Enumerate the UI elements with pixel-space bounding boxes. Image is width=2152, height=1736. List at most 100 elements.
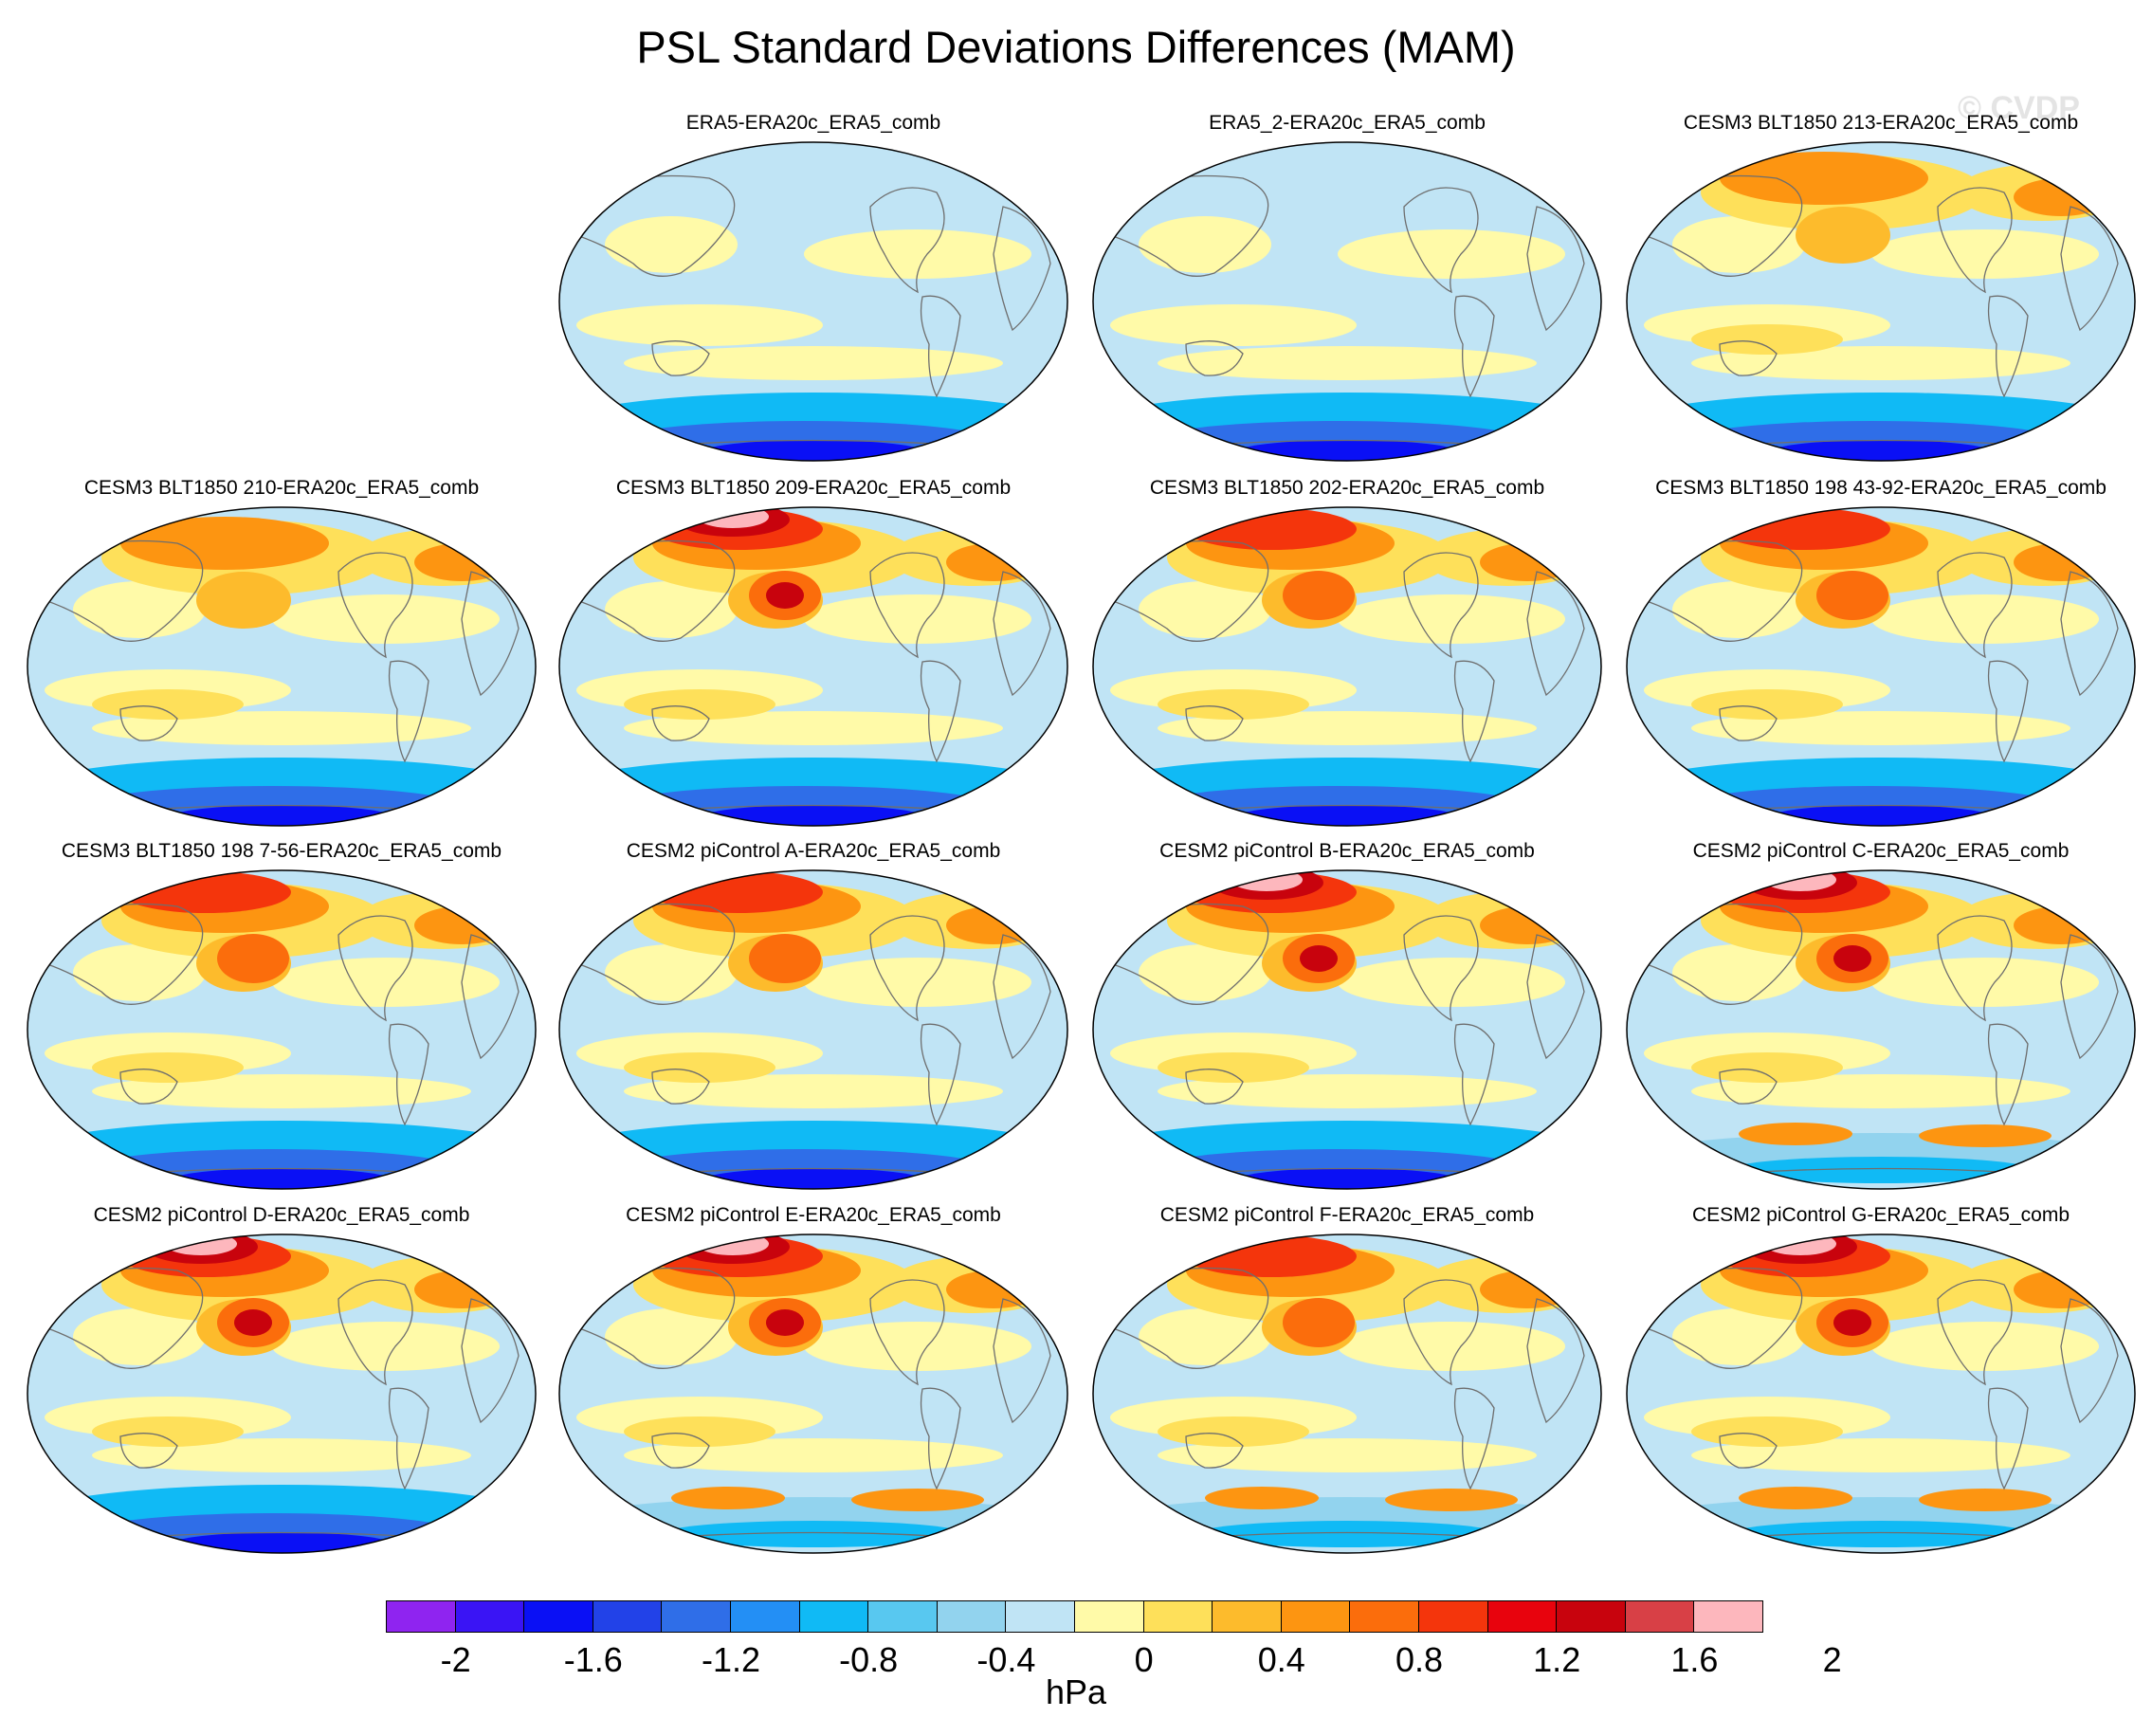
continent-outline-africa bbox=[1526, 206, 1585, 332]
robinson-map bbox=[1092, 869, 1602, 1190]
colorbar-tick-label: -2 bbox=[440, 1640, 471, 1679]
positive-anomaly bbox=[1764, 870, 1836, 891]
panel-title: ERA5_2-ERA20c_ERA5_comb bbox=[1209, 112, 1486, 134]
continent-outline-south-america bbox=[388, 1023, 429, 1126]
map-border bbox=[1626, 1233, 2136, 1554]
continent-outline-south-america bbox=[1987, 295, 2029, 398]
positive-anomaly bbox=[1764, 1234, 1836, 1255]
positive-anomaly bbox=[946, 906, 1041, 944]
positive-anomaly bbox=[1158, 1438, 1537, 1472]
continent-outline-australia bbox=[1185, 705, 1244, 741]
map-border bbox=[1092, 1233, 1602, 1554]
positive-anomaly bbox=[414, 543, 509, 581]
positive-anomaly bbox=[1283, 1298, 1355, 1347]
colorbar-swatch bbox=[1486, 1600, 1558, 1633]
map-border bbox=[1626, 506, 2136, 827]
positive-anomaly bbox=[804, 958, 1031, 1007]
positive-anomaly bbox=[92, 1074, 471, 1108]
continent-outline-south-america bbox=[920, 1387, 961, 1490]
continent-outline-asia bbox=[1643, 1267, 1803, 1369]
positive-anomaly bbox=[697, 1234, 769, 1255]
positive-anomaly bbox=[1833, 1309, 1871, 1336]
continent-outline-africa bbox=[2060, 571, 2119, 697]
colorbar-tick-label: -1.2 bbox=[701, 1640, 761, 1679]
robinson-map bbox=[1626, 506, 2136, 827]
continent-outline-asia bbox=[1109, 539, 1269, 642]
negative-anomaly bbox=[1729, 1521, 2033, 1547]
positive-anomaly bbox=[92, 1416, 244, 1447]
positive-anomaly bbox=[1871, 958, 2099, 1007]
positive-anomaly bbox=[1691, 1052, 1843, 1083]
colorbar-swatch bbox=[1624, 1600, 1695, 1633]
positive-anomaly bbox=[749, 934, 821, 983]
robinson-map bbox=[1626, 1233, 2136, 1554]
positive-anomaly bbox=[1691, 689, 1843, 720]
colorbar-swatch bbox=[1280, 1600, 1351, 1633]
panel-title: ERA5-ERA20c_ERA5_comb bbox=[685, 112, 941, 134]
map-border bbox=[1626, 869, 2136, 1190]
continent-outline-south-america bbox=[1453, 660, 1495, 763]
positive-anomaly bbox=[1691, 1074, 2070, 1108]
positive-anomaly bbox=[605, 581, 738, 638]
positive-anomaly bbox=[217, 934, 289, 983]
continent-outline-south-america bbox=[1453, 1387, 1495, 1490]
colorbar-tick-label: -1.6 bbox=[563, 1640, 623, 1679]
positive-anomaly bbox=[272, 958, 500, 1007]
continent-outline-south-america bbox=[388, 1387, 429, 1490]
positive-anomaly bbox=[1919, 1489, 2052, 1511]
continent-outline-australia bbox=[119, 1433, 178, 1469]
positive-anomaly bbox=[1385, 1489, 1518, 1511]
continent-outline-asia bbox=[1643, 539, 1803, 642]
continent-outline-australia bbox=[1185, 340, 1244, 376]
continent-outline-north-america bbox=[337, 1279, 413, 1386]
panel-title: CESM2 piControl A-ERA20c_ERA5_comb bbox=[626, 840, 1001, 862]
colorbar-tick-label: 0.8 bbox=[1395, 1640, 1444, 1679]
positive-anomaly bbox=[2014, 543, 2108, 581]
positive-anomaly bbox=[1158, 1052, 1309, 1083]
colorbar-swatch bbox=[867, 1600, 938, 1633]
continent-outline-australia bbox=[1185, 1069, 1244, 1105]
panel-title: CESM2 piControl B-ERA20c_ERA5_comb bbox=[1159, 840, 1535, 862]
map-panel: CESM2 piControl C-ERA20c_ERA5_comb bbox=[1615, 840, 2146, 1200]
continent-outline-asia bbox=[575, 174, 736, 277]
cvdp-watermark: © CVDP bbox=[1958, 90, 2080, 126]
positive-anomaly bbox=[1720, 152, 1928, 205]
colorbar-swatch bbox=[1693, 1600, 1763, 1633]
negative-anomaly bbox=[662, 1521, 965, 1547]
positive-anomaly bbox=[1338, 958, 1565, 1007]
positive-anomaly bbox=[2014, 1270, 2108, 1308]
map-border bbox=[558, 1233, 1068, 1554]
continent-outline-africa bbox=[461, 1298, 520, 1424]
continent-outline-australia bbox=[119, 705, 178, 741]
positive-anomaly bbox=[92, 1052, 244, 1083]
positive-anomaly bbox=[1833, 945, 1871, 972]
robinson-map bbox=[1626, 869, 2136, 1190]
positive-anomaly bbox=[2014, 178, 2108, 216]
continent-outline-north-america bbox=[869, 187, 945, 294]
colorbar-tick-label: 2 bbox=[1822, 1640, 1842, 1679]
colorbar-tick-label: -0.4 bbox=[976, 1640, 1036, 1679]
colorbar-swatch bbox=[730, 1600, 800, 1633]
continent-outline-australia bbox=[1719, 1069, 1778, 1105]
positive-anomaly bbox=[73, 944, 206, 1001]
colorbar-swatch bbox=[1212, 1600, 1282, 1633]
positive-anomaly bbox=[1139, 216, 1271, 273]
positive-anomaly bbox=[946, 543, 1041, 581]
positive-anomaly bbox=[851, 1489, 984, 1511]
positive-anomaly bbox=[1672, 216, 1805, 273]
continent-outline-australia bbox=[119, 1069, 178, 1105]
positive-anomaly bbox=[1338, 594, 1565, 644]
robinson-map bbox=[558, 869, 1068, 1190]
positive-anomaly bbox=[73, 581, 206, 638]
continent-outline-africa bbox=[1526, 1298, 1585, 1424]
positive-anomaly bbox=[1139, 1308, 1271, 1365]
positive-anomaly bbox=[697, 507, 769, 528]
colorbar-tick-label: 1.2 bbox=[1533, 1640, 1581, 1679]
colorbar-swatch bbox=[1005, 1600, 1075, 1633]
colorbar-swatch bbox=[386, 1600, 456, 1633]
positive-anomaly bbox=[414, 906, 509, 944]
map-panel: CESM3 BLT1850 198 7-56-ERA20c_ERA5_comb bbox=[16, 840, 547, 1200]
map-border bbox=[558, 869, 1068, 1190]
continent-outline-north-america bbox=[1937, 187, 2013, 294]
map-panel: CESM2 piControl F-ERA20c_ERA5_comb bbox=[1082, 1204, 1613, 1564]
